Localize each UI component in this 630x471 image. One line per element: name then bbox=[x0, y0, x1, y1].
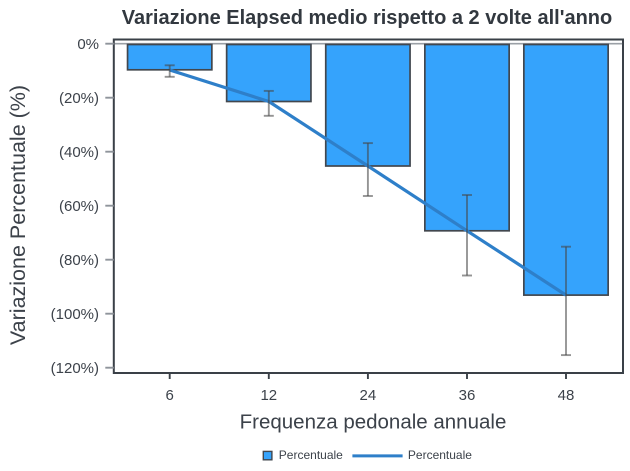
svg-text:(40%): (40%) bbox=[59, 144, 99, 161]
svg-text:12: 12 bbox=[260, 387, 277, 404]
svg-text:24: 24 bbox=[360, 387, 377, 404]
svg-text:(20%): (20%) bbox=[59, 90, 99, 107]
svg-text:(60%): (60%) bbox=[59, 198, 99, 215]
svg-text:36: 36 bbox=[459, 387, 476, 404]
svg-text:Frequenza pedonale annuale: Frequenza pedonale annuale bbox=[240, 411, 507, 434]
svg-text:6: 6 bbox=[166, 387, 174, 404]
svg-text:Percentuale: Percentuale bbox=[408, 448, 472, 462]
svg-text:Variazione Percentuale (%): Variazione Percentuale (%) bbox=[6, 85, 30, 345]
svg-text:0%: 0% bbox=[77, 36, 99, 53]
svg-text:(100%): (100%) bbox=[51, 306, 99, 323]
svg-text:48: 48 bbox=[558, 387, 575, 404]
svg-text:(120%): (120%) bbox=[51, 360, 99, 377]
svg-text:Variazione Elapsed medio rispe: Variazione Elapsed medio rispetto a 2 vo… bbox=[122, 7, 612, 29]
svg-text:Percentuale: Percentuale bbox=[279, 448, 343, 462]
svg-text:(80%): (80%) bbox=[59, 252, 99, 269]
